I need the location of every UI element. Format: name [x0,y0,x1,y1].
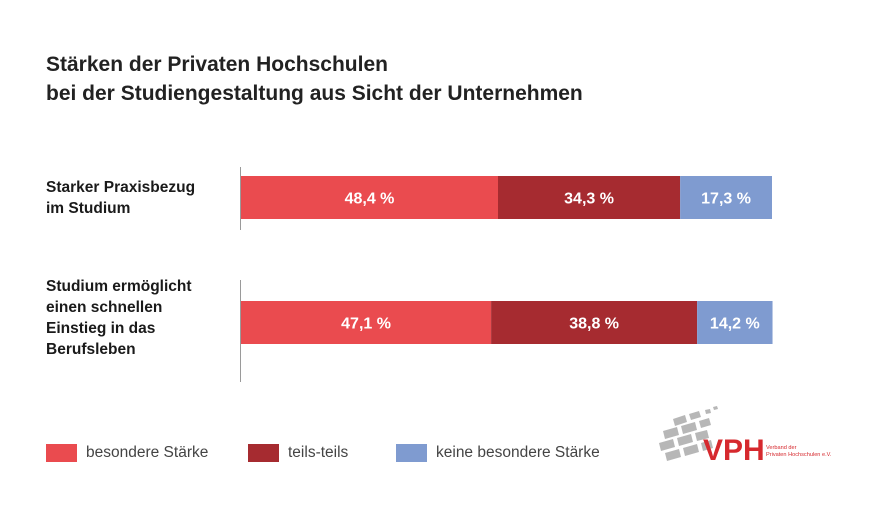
category-label-line: im Studium [46,200,131,217]
category-label-line: Studium ermöglicht [46,278,192,295]
legend-swatch [46,444,77,462]
data-label-teils-teils-row-2: 38,8 % [569,316,619,333]
category-label-line: Einstieg in das [46,320,156,337]
legend-label: keine besondere Stärke [436,444,600,461]
data-label-keine-besondere-staerke-row-2: 14,2 % [710,316,760,333]
logo-subtitle-line-2: Privaten Hochschulen e.V. [766,452,832,458]
category-label-line: einen schnellen [46,299,163,316]
category-label-line: Berufsleben [46,341,136,358]
bar-segment-teils-teils-row-2 [491,301,698,344]
category-label-line: Starker Praxisbezug [46,179,196,196]
logo-wordmark: VPH [703,434,765,467]
legend-item-keine-besondere-staerke: keine besondere Stärke [396,444,600,462]
legend-item-besondere-staerke: besondere Stärke [46,444,208,462]
legend-label: teils-teils [288,444,349,461]
data-label-teils-teils-row-1: 34,3 % [564,191,614,208]
category-axis-line-2 [240,280,241,382]
bar-segment-teils-teils-row-1 [498,176,681,219]
chart-title-line-1: Stärken der Privaten Hochschulen [46,53,388,76]
legend-swatch [248,444,279,462]
legend-swatch [396,444,427,462]
bar-segment-besondere-staerke-row-2 [241,301,492,344]
legend-item-teils-teils: teils-teils [248,444,348,462]
data-label-keine-besondere-staerke-row-1: 17,3 % [701,191,751,208]
legend-label: besondere Stärke [86,444,209,461]
data-label-besondere-staerke-row-1: 48,4 % [345,191,395,208]
category-label-praxisbezug: Starker Praxisbezug im Studium [46,177,195,219]
vph-logo: VPH Verband der Privaten Hochschulen e.V… [659,406,832,467]
bar-segment-keine-besondere-staerke-row-2 [697,301,773,344]
category-label-einstieg: Studium ermöglicht einen schnellen Einst… [46,276,192,360]
chart-title: Stärken der Privaten Hochschulen bei der… [46,50,583,108]
data-label-besondere-staerke-row-2: 47,1 % [341,316,391,333]
bar-segment-besondere-staerke-row-1 [241,176,499,219]
chart-title-line-2: bei der Studiengestaltung aus Sicht der … [46,82,583,105]
logo-subtitle-line-1: Verband der [766,445,797,451]
bar-segment-keine-besondere-staerke-row-1 [680,176,772,219]
category-axis-line-1 [240,167,241,230]
